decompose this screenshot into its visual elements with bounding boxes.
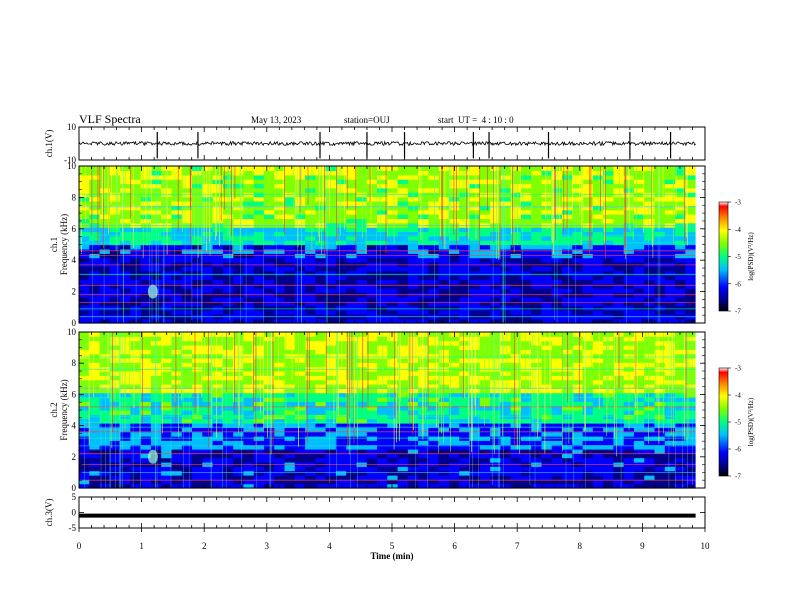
ch2-spectrogram-ylabel-0: ch.2 (49, 402, 59, 417)
ch3-waveform-ytick-0: 5 (72, 492, 77, 502)
header-date: May 13, 2023 (251, 115, 302, 125)
header-station: station=OUJ (344, 115, 390, 125)
ch1-spectrogram-cb-tick-1: -4 (735, 226, 741, 234)
xtick-0: 0 (77, 541, 82, 551)
ch2-spectrogram-ytick-0: 0 (72, 483, 77, 493)
ch2-spectrogram-cb-tick-0: -3 (735, 365, 741, 373)
ch3-waveform-ytick-2: -5 (69, 523, 77, 533)
ch2-spectrogram-ytick-1: 2 (72, 452, 77, 462)
ch1-spectrogram-cb-label: log(PSD)(V²/Hz) (747, 232, 755, 281)
ch1-spectrogram-ytick-2: 4 (72, 255, 77, 265)
ch1-spectrogram-ytick-0: 0 (72, 318, 77, 328)
chart-title: VLF Spectra (79, 112, 141, 126)
ch1-spectrogram-ytick-5: 10 (67, 161, 77, 171)
ch2-spectrogram-cb-tick-1: -4 (735, 392, 741, 400)
ch2-spectrogram-cb-tick-4: -7 (735, 473, 741, 481)
ch1-waveform (78, 131, 696, 159)
xtick-7: 7 (515, 541, 520, 551)
ch1-spectrogram-ylabel-1: Frequency (kHz) (59, 214, 69, 275)
ch1-spectrogram-ytick-4: 8 (72, 192, 77, 202)
xtick-2: 2 (202, 541, 207, 551)
ch2-spectrogram-cb-tick-2: -5 (735, 419, 741, 427)
ch1-spectrogram (79, 166, 705, 324)
ch3-ylabel: ch.3(V) (44, 499, 54, 527)
ch1-spectrogram-cb-tick-4: -7 (735, 308, 741, 316)
x-axis-label: Time (min) (370, 551, 413, 561)
xtick-10: 10 (701, 541, 711, 551)
ch2-spectrogram-ytick-2: 4 (72, 421, 77, 431)
ch2-spectrogram-colorbar (718, 367, 729, 477)
ch1-spectrogram-cb-tick-3: -6 (735, 280, 741, 288)
xtick-3: 3 (265, 541, 270, 551)
xtick-9: 9 (640, 541, 645, 551)
ch2-spectrogram (79, 332, 705, 489)
xtick-4: 4 (327, 541, 332, 551)
ch1-spectrogram-cb-tick-2: -5 (735, 253, 741, 261)
xtick-8: 8 (578, 541, 583, 551)
xtick-6: 6 (452, 541, 457, 551)
xtick-1: 1 (139, 541, 144, 551)
ch1-waveform-ytick-1: -10 (64, 155, 76, 165)
data-layer (78, 131, 705, 518)
ch2-spectrogram-ytick-5: 10 (67, 327, 77, 337)
ch2-spectrogram-cb-label: log(PSD)(V²/Hz) (747, 397, 755, 446)
xtick-5: 5 (390, 541, 395, 551)
ch1-spectrogram-ytick-3: 6 (72, 224, 77, 234)
ch1-spectrogram-colorbar (718, 201, 729, 312)
ch1-ylabel: ch.1(V) (44, 130, 54, 158)
ch2-spectrogram-cb-tick-3: -6 (735, 446, 741, 454)
ch1-spectrogram-ylabel-0: ch.1 (49, 237, 59, 252)
ch3-waveform-ytick-1: 0 (72, 508, 77, 518)
ch2-spectrogram-ytick-3: 6 (72, 389, 77, 399)
ch1-waveform-ytick-0: 10 (67, 122, 77, 132)
ch1-spectrogram-cb-tick-0: -3 (735, 199, 741, 207)
ch2-spectrogram-ylabel-1: Frequency (kHz) (59, 379, 69, 440)
ch1-spectrogram-ytick-1: 2 (72, 287, 77, 297)
header-start-ut: start UT = 4 : 10 : 0 (438, 115, 514, 125)
ch2-spectrogram-ytick-4: 8 (72, 358, 77, 368)
